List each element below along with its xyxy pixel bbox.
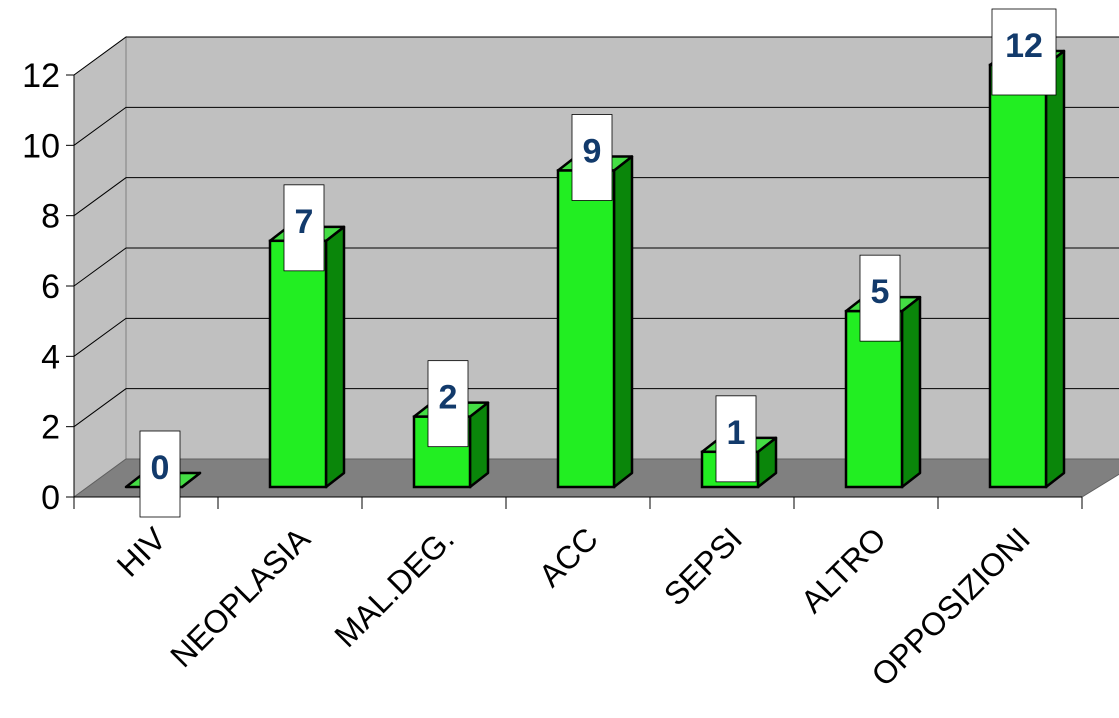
- bar-front: [556, 169, 616, 489]
- bar-acc: 9: [556, 114, 634, 489]
- y-tick-label: 2: [41, 409, 60, 447]
- category-label: HIV: [110, 520, 174, 584]
- category-label: ACC: [532, 520, 605, 593]
- data-label-box: [859, 254, 901, 342]
- bar-neoplasia: 7: [268, 184, 346, 489]
- data-label: 5: [871, 273, 890, 311]
- gridline: [73, 36, 1119, 76]
- category-label: NEOPLASIA: [163, 520, 317, 674]
- data-label-box: [991, 8, 1057, 96]
- y-tick-label: 12: [22, 57, 60, 95]
- bar-opposizioni: 12: [988, 8, 1066, 489]
- bars: 0 7 2 9 1 5 12: [124, 8, 1066, 518]
- gridline: [73, 247, 1119, 287]
- gridlines: [73, 36, 1119, 428]
- data-label-box: [715, 395, 757, 483]
- gridline: [73, 388, 1119, 428]
- category-label: SEPSI: [657, 520, 749, 612]
- bar-mal-deg-: 2: [412, 360, 490, 489]
- y-tick-label: 10: [22, 127, 60, 165]
- y-tick-label: 0: [41, 479, 60, 517]
- bar-altro: 5: [844, 254, 922, 489]
- gridline: [73, 106, 1119, 146]
- data-label-box: [283, 184, 325, 272]
- bar-front: [268, 239, 328, 489]
- category-label: ALTRO: [794, 520, 893, 619]
- bar-side: [324, 225, 346, 489]
- gridline: [73, 317, 1119, 357]
- bar-side: [612, 155, 634, 489]
- bar-front: [988, 63, 1048, 489]
- y-tick-label: 6: [41, 268, 60, 306]
- bar-side: [900, 295, 922, 489]
- y-tick-label: 4: [41, 338, 60, 376]
- gridline: [73, 177, 1119, 217]
- y-tick-label: 8: [41, 198, 60, 236]
- data-label: 1: [727, 414, 746, 452]
- data-label: 9: [583, 133, 602, 171]
- bar-sepsi: 1: [700, 395, 778, 489]
- data-label-box: [139, 430, 181, 518]
- bar-side: [1044, 49, 1066, 489]
- bar-hiv: 0: [124, 430, 202, 518]
- category-label: MAL.DEG.: [327, 520, 461, 654]
- data-label-box: [571, 114, 613, 201]
- data-label: 2: [439, 379, 458, 417]
- data-label: 7: [295, 203, 314, 241]
- data-label: 12: [1005, 27, 1043, 65]
- data-label-box: [427, 360, 469, 448]
- data-label: 0: [151, 449, 170, 487]
